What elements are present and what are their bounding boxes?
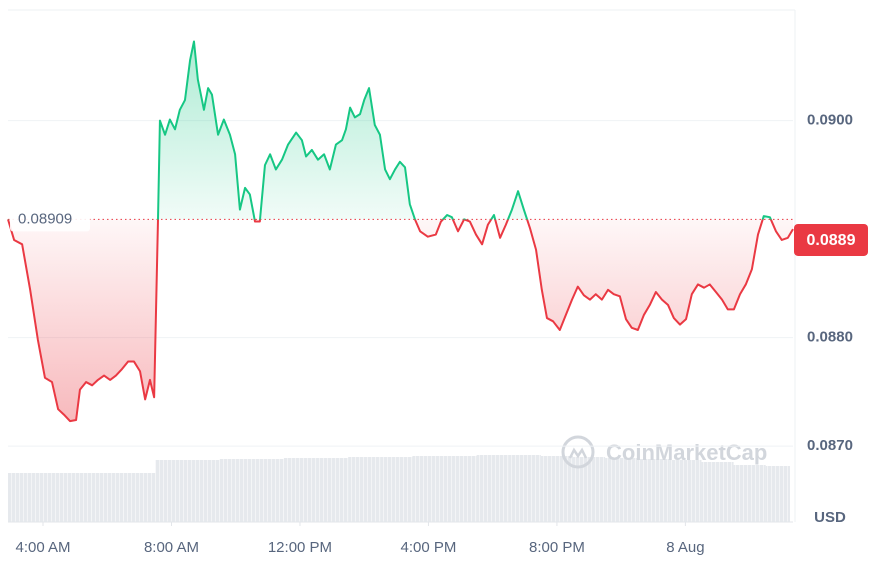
- price-line: [7, 40, 794, 423]
- volume-bar: [187, 460, 220, 522]
- x-tick-label: 4:00 AM: [15, 539, 70, 556]
- volume-bar: [26, 473, 60, 522]
- x-tick-label: 8:00 PM: [529, 539, 585, 556]
- volume-bar: [637, 459, 670, 522]
- volume-bar: [251, 459, 284, 522]
- volume-bar: [444, 456, 477, 522]
- y-tick-label: 0.0880: [807, 329, 853, 346]
- y-tick-label: 0.0900: [807, 112, 853, 129]
- volume-bar: [380, 457, 413, 522]
- volume-bar: [155, 460, 188, 522]
- volume-bar: [733, 465, 766, 522]
- x-tick-label: 12:00 PM: [268, 539, 332, 556]
- x-tick-label: 8:00 AM: [144, 539, 199, 556]
- volume-bar: [348, 457, 381, 522]
- watermark-text: CoinMarketCap: [606, 440, 767, 465]
- volume-bar: [8, 473, 27, 522]
- volume-bar: [316, 458, 349, 522]
- current-price-label: 0.0889: [807, 232, 856, 249]
- reference-label-bg: [10, 207, 90, 232]
- x-tick-label: 8 Aug: [666, 539, 704, 556]
- volume-bar: [91, 473, 124, 522]
- volume-bar: [123, 473, 156, 522]
- volume-bar: [701, 462, 734, 522]
- reference-label: 0.08909: [18, 210, 72, 227]
- volume-bar: [283, 458, 317, 522]
- current-price-badge: [794, 223, 868, 256]
- volume-bar: [669, 460, 702, 522]
- watermark: CoinMarketCap: [561, 435, 767, 469]
- y-tick-label: 0.0870: [807, 437, 853, 454]
- y-unit: USD: [814, 509, 846, 526]
- volume-bar: [540, 456, 573, 522]
- volume-bar: [508, 455, 541, 522]
- x-tick-label: 4:00 PM: [401, 539, 457, 556]
- volume-bar: [219, 459, 252, 522]
- watermark-logo: [561, 435, 595, 469]
- watermark-logo-mark: [568, 447, 588, 459]
- volume-bar: [412, 456, 445, 522]
- price-area: [8, 41, 793, 422]
- volume-bar: [605, 458, 638, 522]
- volume-bar: [765, 466, 790, 522]
- volume-bar: [59, 473, 92, 522]
- volume-bar: [476, 455, 509, 522]
